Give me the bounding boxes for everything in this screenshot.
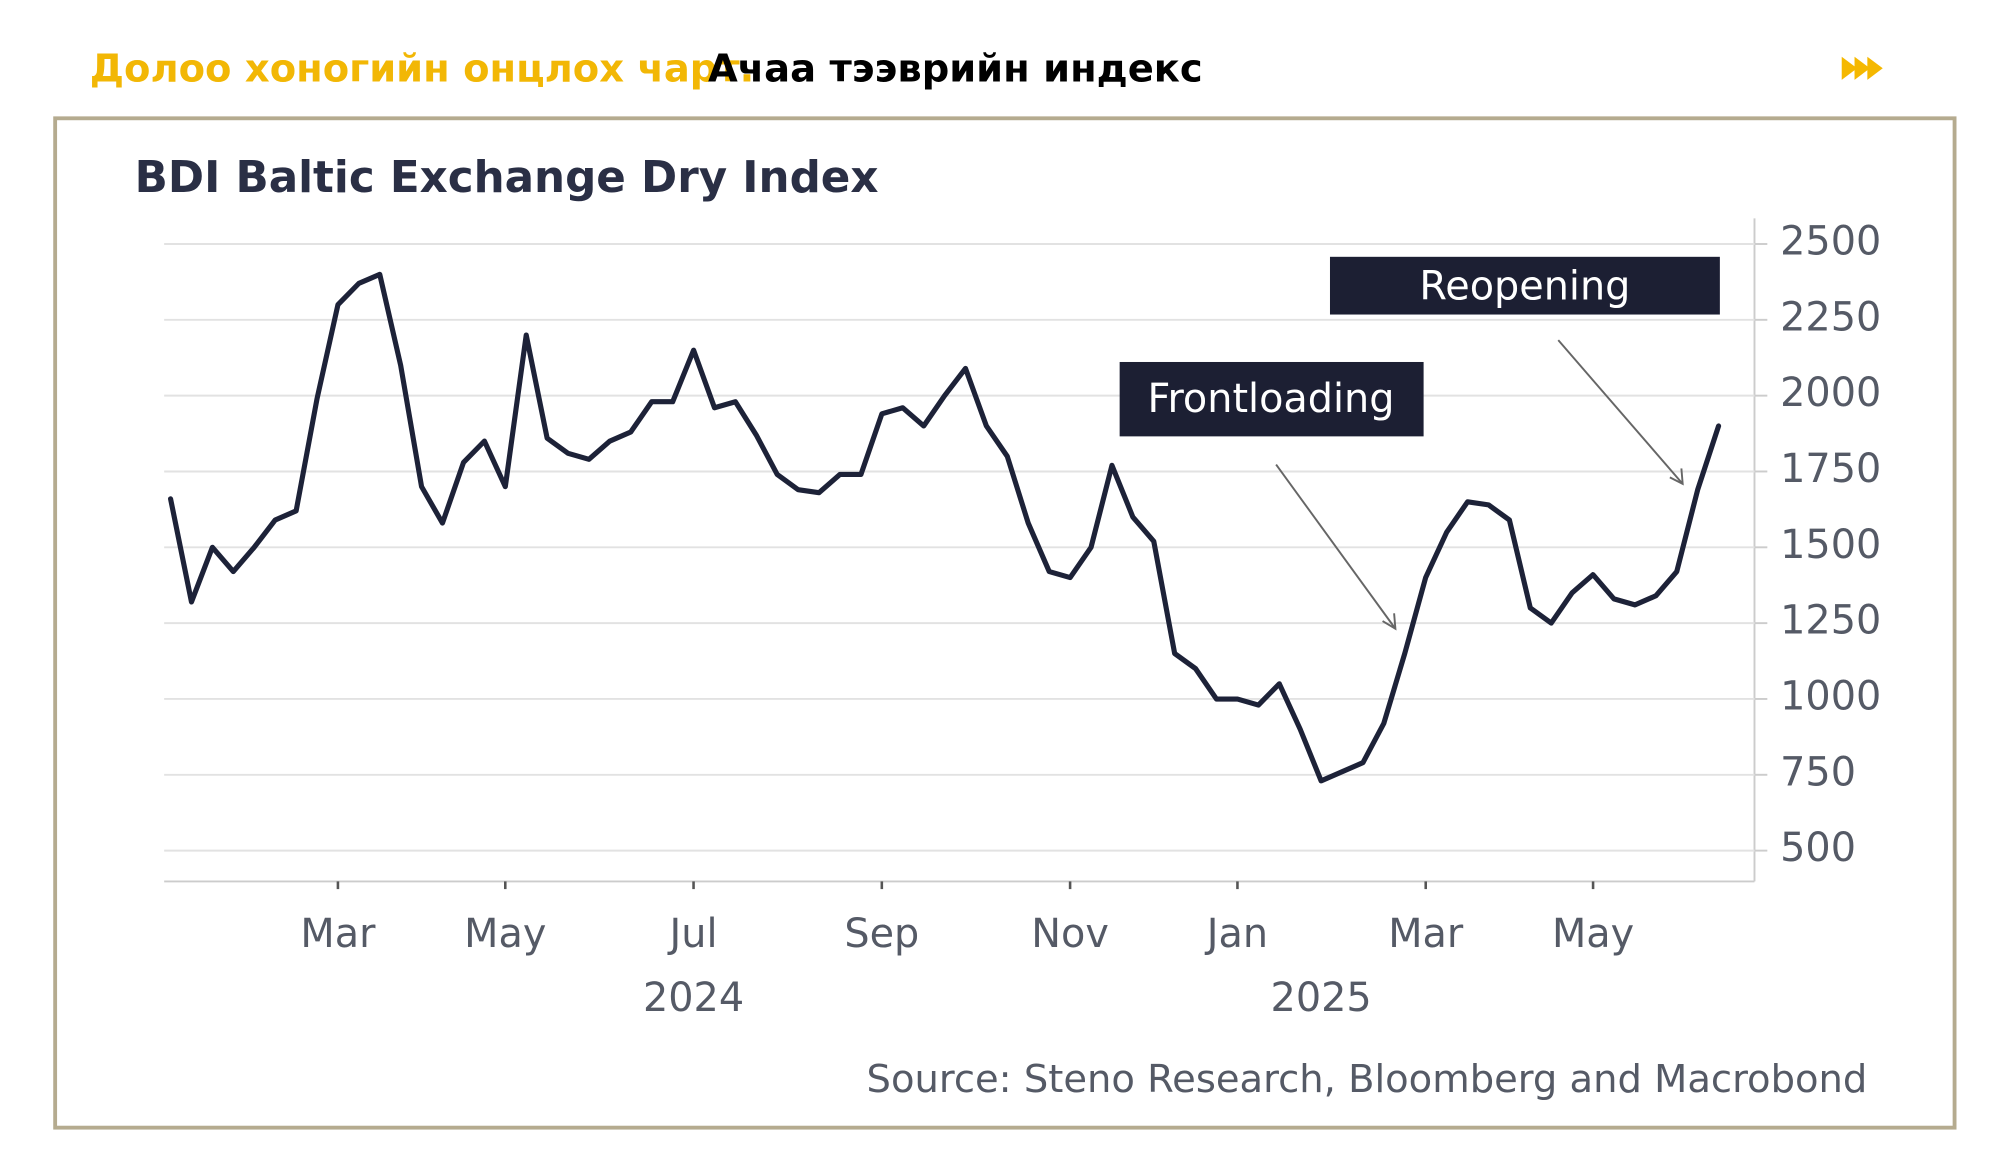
x-tick-label: Mar [1388,911,1464,957]
header-title: Ачаа тээврийн индекс [708,46,1203,91]
annotation: Frontloading [1147,376,1394,422]
x-tick-label: Jul [667,911,718,957]
y-tick-label: 2500 [1780,218,1881,264]
next-icon [1841,56,1883,80]
x-tick-label: Mar [300,911,376,957]
x-tick-label: May [464,911,546,957]
annotation-arrows [1275,339,1684,631]
line-series [168,271,1722,784]
y-tick-label: 500 [1780,825,1856,871]
x-tick-label: Nov [1031,911,1109,957]
frame [53,116,1957,1130]
y-tick-label: 1250 [1780,598,1881,644]
header-highlight: Долоо хоногийн онцлох чарт. [90,46,755,91]
y-tick-label: 750 [1780,749,1856,795]
x-tick-label: May [1552,911,1634,957]
chart-title: BDI Baltic Exchange Dry Index [135,153,879,203]
x-tick-label: Jan [1204,911,1268,957]
source: Source: Steno Research, Bloomberg and Ma… [867,1057,1868,1102]
year-label: 2025 [1271,975,1372,1021]
annotation: Reopening [1419,263,1630,309]
y-tick-label: 1000 [1780,673,1881,719]
annotation-box [1329,256,1720,315]
year-label: 2024 [643,975,744,1021]
y-tick-label: 1750 [1780,446,1881,492]
y-tick-label: 2000 [1780,370,1881,416]
y-tick-label: 1500 [1780,522,1881,568]
x-tick-label: Sep [844,911,919,957]
y-tick-label: 2250 [1780,294,1881,340]
annotation-box [1119,361,1424,437]
